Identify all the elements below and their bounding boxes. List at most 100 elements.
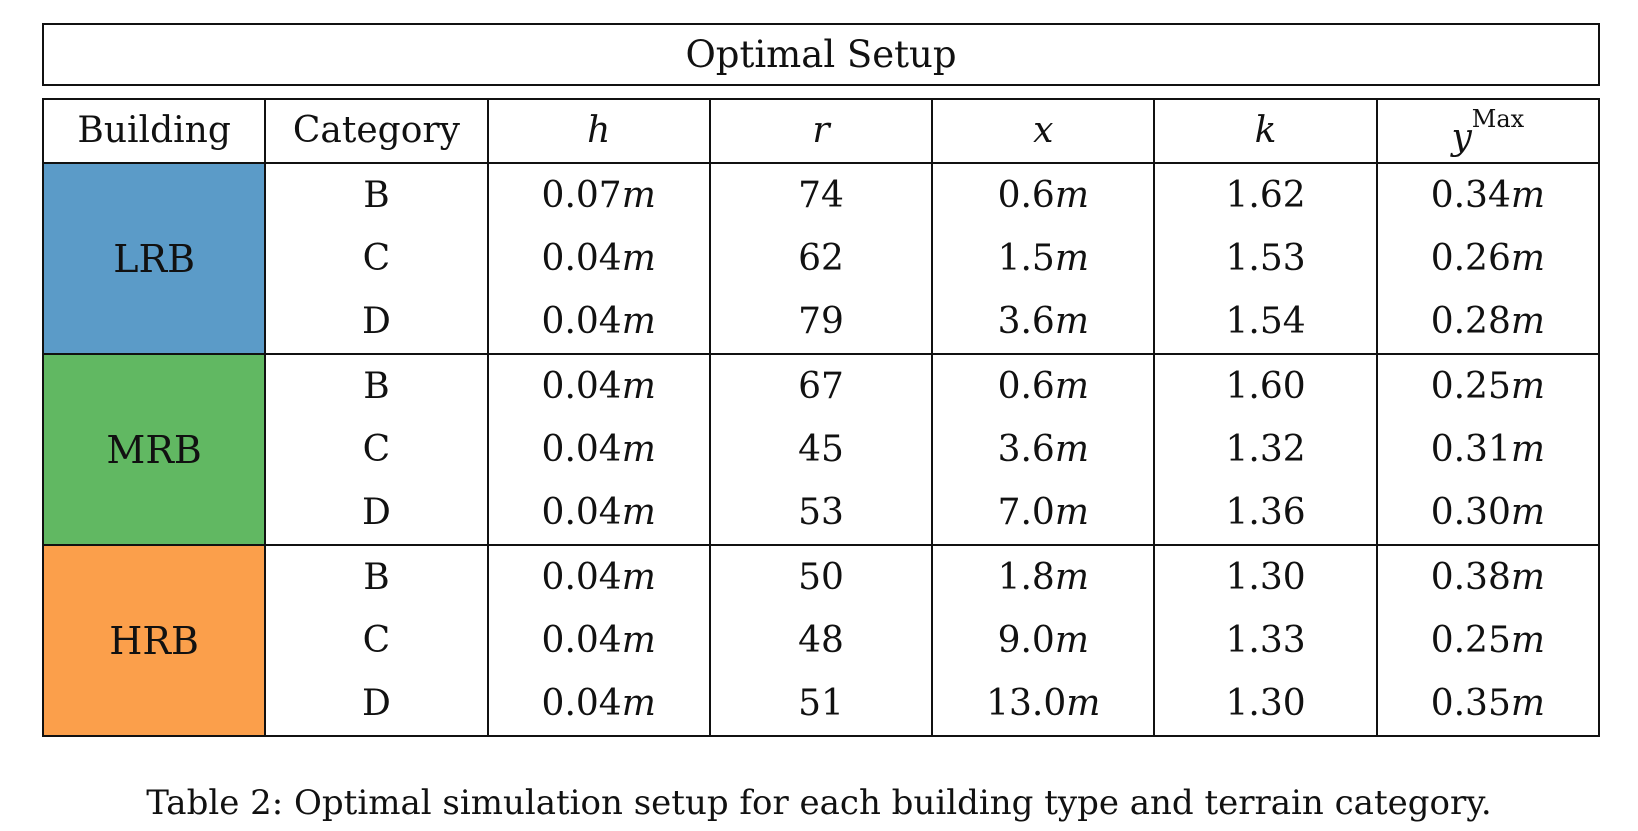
- h-unit: m: [621, 365, 656, 407]
- header-x-symbol: x: [1033, 110, 1054, 151]
- y-unit: m: [1510, 174, 1545, 216]
- y-cell: 0.30m: [1375, 481, 1601, 546]
- k-cell: 1.30: [1153, 545, 1378, 609]
- y-value: 0.26: [1430, 237, 1511, 279]
- y-unit: m: [1510, 300, 1545, 342]
- r-value: 67: [798, 365, 844, 407]
- y-value: 0.25: [1430, 365, 1511, 407]
- category-cell: B: [264, 163, 489, 227]
- y-value: 0.34: [1430, 174, 1511, 216]
- x-value: 13.0: [986, 682, 1067, 724]
- k-cell: 1.60: [1153, 354, 1378, 418]
- building-cell: LRB: [41, 163, 267, 355]
- k-value: 1.54: [1225, 300, 1306, 342]
- r-value: 51: [798, 682, 844, 724]
- optimal-setup-table: Building Category h r x k yMax LRB B 0.07m…: [41, 98, 1601, 737]
- r-value: 79: [798, 300, 844, 342]
- y-value: 0.28: [1430, 300, 1511, 342]
- x-unit: m: [1054, 174, 1089, 216]
- h-cell: 0.04m: [486, 227, 711, 290]
- header-r-symbol: r: [812, 110, 830, 151]
- y-value: 0.38: [1430, 556, 1511, 598]
- h-cell: 0.04m: [486, 545, 711, 609]
- h-cell: 0.04m: [486, 418, 711, 481]
- r-cell: 62: [708, 227, 934, 290]
- y-unit: m: [1510, 556, 1545, 598]
- k-value: 1.62: [1225, 174, 1306, 216]
- h-cell: 0.04m: [486, 481, 711, 546]
- x-cell: 0.6m: [931, 163, 1156, 227]
- k-value: 1.36: [1225, 491, 1306, 533]
- x-cell: 13.0m: [931, 672, 1156, 737]
- x-cell: 1.8m: [931, 545, 1156, 609]
- table-row: C 0.04m 62 1.5m 1.53 0.26m: [43, 227, 1601, 290]
- x-value: 7.0: [997, 491, 1055, 533]
- y-unit: m: [1510, 619, 1545, 661]
- header-category: Category: [264, 98, 489, 164]
- h-unit: m: [621, 237, 656, 279]
- category-cell: D: [264, 481, 489, 546]
- category-cell: C: [264, 418, 489, 481]
- k-value: 1.33: [1225, 619, 1306, 661]
- h-cell: 0.04m: [486, 609, 711, 672]
- h-cell: 0.04m: [486, 290, 711, 355]
- x-value: 3.6: [997, 300, 1055, 342]
- r-value: 50: [798, 556, 844, 598]
- x-unit: m: [1054, 491, 1089, 533]
- category-cell: B: [264, 354, 489, 418]
- r-cell: 74: [708, 163, 934, 227]
- x-cell: 3.6m: [931, 418, 1156, 481]
- header-k-symbol: k: [1254, 110, 1277, 151]
- x-unit: m: [1054, 619, 1089, 661]
- x-unit: m: [1054, 428, 1089, 470]
- table-row: D 0.04m 53 7.0m 1.36 0.30m: [43, 481, 1601, 546]
- h-value: 0.04: [541, 365, 622, 407]
- h-value: 0.04: [541, 491, 622, 533]
- header-x: x: [931, 98, 1156, 164]
- x-unit: m: [1054, 237, 1089, 279]
- r-value: 74: [798, 174, 844, 216]
- table-body: LRB B 0.07m 74 0.6m 1.62 0.34m C 0.04m 62 1.5m 1.53…: [41, 163, 1601, 737]
- category-cell: C: [264, 227, 489, 290]
- table-row: MRB B 0.04m 67 0.6m 1.60 0.25m: [41, 354, 1601, 546]
- x-unit: m: [1066, 682, 1101, 724]
- h-unit: m: [621, 682, 656, 724]
- k-cell: 1.36: [1153, 481, 1378, 546]
- k-value: 1.30: [1225, 682, 1306, 724]
- header-k: k: [1153, 98, 1378, 164]
- header-h-symbol: h: [587, 110, 611, 151]
- table-row: HRB B 0.04m 50 1.8m 1.30 0.38m: [41, 545, 1601, 737]
- h-cell: 0.07m: [486, 163, 711, 227]
- x-value: 0.6: [997, 365, 1055, 407]
- y-cell: 0.35m: [1375, 672, 1601, 737]
- y-unit: m: [1510, 682, 1545, 724]
- r-value: 62: [798, 237, 844, 279]
- header-row: Building Category h r x k yMax: [41, 98, 1601, 164]
- h-unit: m: [621, 491, 656, 533]
- y-cell: 0.31m: [1375, 418, 1601, 481]
- k-cell: 1.62: [1153, 163, 1378, 227]
- r-cell: 67: [708, 354, 934, 418]
- y-value: 0.30: [1430, 491, 1511, 533]
- h-unit: m: [621, 300, 656, 342]
- table-row: LRB B 0.07m 74 0.6m 1.62 0.34m: [41, 163, 1601, 355]
- x-cell: 1.5m: [931, 227, 1156, 290]
- y-value: 0.35: [1430, 682, 1511, 724]
- y-cell: 0.26m: [1375, 227, 1601, 290]
- x-unit: m: [1054, 300, 1089, 342]
- r-value: 53: [798, 491, 844, 533]
- h-value: 0.04: [541, 300, 622, 342]
- r-cell: 50: [708, 545, 934, 609]
- r-value: 48: [798, 619, 844, 661]
- k-value: 1.32: [1225, 428, 1306, 470]
- y-value: 0.31: [1430, 428, 1511, 470]
- x-cell: 0.6m: [931, 354, 1156, 418]
- table-row: C 0.04m 48 9.0m 1.33 0.25m: [43, 609, 1601, 672]
- k-cell: 1.54: [1153, 290, 1378, 355]
- table-title: Optimal Setup: [42, 23, 1600, 86]
- h-value: 0.04: [541, 556, 622, 598]
- h-value: 0.04: [541, 428, 622, 470]
- y-value: 0.25: [1430, 619, 1511, 661]
- k-cell: 1.53: [1153, 227, 1378, 290]
- header-y-superscript: Max: [1471, 104, 1525, 133]
